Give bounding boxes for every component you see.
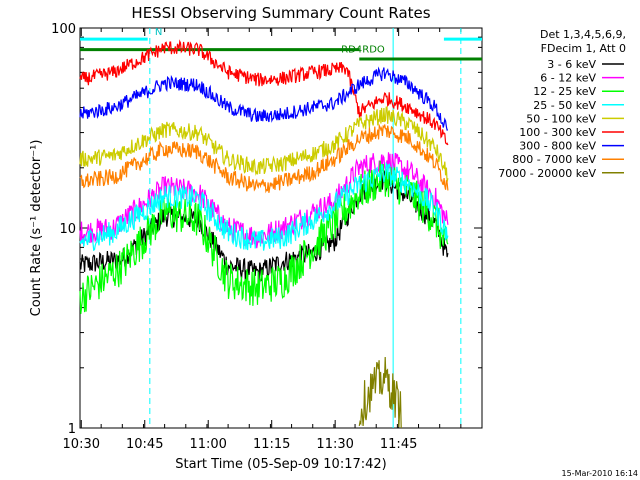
y-axis-label: Count Rate (s⁻¹ detector⁻¹) [29,140,44,317]
x-tick-label: 10:30 [63,437,100,452]
plot-area: 1 10 100 10:30 10:45 11:00 11:15 11:30 11:45 N RD4… [51,22,483,452]
legend-label: 25 - 50 keV [533,99,596,112]
legend-label: 300 - 800 keV [519,140,596,153]
annotation-label: RD4 [341,45,362,56]
legend-label: 12 - 25 keV [533,85,596,98]
chart-title: HESSI Observing Summary Count Rates [131,4,430,22]
legend-label: 6 - 12 keV [540,72,596,85]
series-line [79,170,449,282]
legend-label: 50 - 100 keV [526,112,596,125]
x-tick-label: 11:15 [253,437,290,452]
annotation-label: RDO [362,45,385,56]
footer-date: 15-Mar-2010 16:14 [562,469,639,478]
legend: Det 1,3,4,5,6,9,FDecim 1, Att 0 3 - 6 keV… [498,28,626,180]
legend-label: 800 - 7000 keV [512,153,596,166]
series-line [79,161,449,252]
x-axis-label: Start Time (05-Sep-09 10:17:42) [175,457,386,472]
annotation-label: N [155,27,162,38]
series-line [79,123,449,194]
x-tick-label: 11:45 [380,437,417,452]
legend-label: 7000 - 20000 keV [498,167,596,180]
series-line [79,152,449,249]
x-tick-label: 11:30 [316,437,353,452]
x-tick-label: 10:45 [126,437,163,452]
y-tick-label: 1 [68,422,76,437]
legend-label: 3 - 6 keV [547,58,596,71]
series-line [358,356,402,429]
x-tick-label: 11:00 [189,437,226,452]
series-line [79,160,449,314]
series-line [79,106,449,183]
legend-label: 100 - 300 keV [519,126,596,139]
y-tick-label: 10 [59,222,76,237]
series-line [79,39,449,146]
y-tick-label: 100 [51,22,76,37]
series-line [79,66,449,131]
legend-header: Det 1,3,4,5,6,9, [540,28,626,41]
legend-header: FDecim 1, Att 0 [541,42,626,55]
